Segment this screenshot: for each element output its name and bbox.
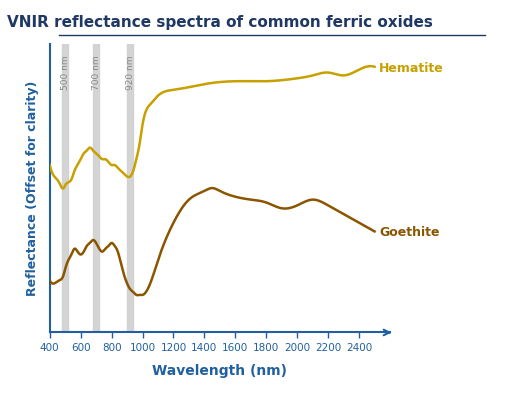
- X-axis label: Wavelength (nm): Wavelength (nm): [152, 364, 287, 378]
- Bar: [127, 44, 133, 332]
- Text: Hematite: Hematite: [379, 62, 444, 75]
- Text: 920 nm: 920 nm: [126, 55, 135, 90]
- Text: Goethite: Goethite: [379, 226, 440, 239]
- Bar: [62, 44, 68, 332]
- Text: 700 nm: 700 nm: [92, 55, 101, 90]
- Y-axis label: Reflectance (Offset for clarity): Reflectance (Offset for clarity): [25, 81, 39, 296]
- Title: VNIR reflectance spectra of common ferric oxides: VNIR reflectance spectra of common ferri…: [7, 15, 433, 30]
- Bar: [93, 44, 99, 332]
- Text: 500 nm: 500 nm: [61, 55, 70, 90]
